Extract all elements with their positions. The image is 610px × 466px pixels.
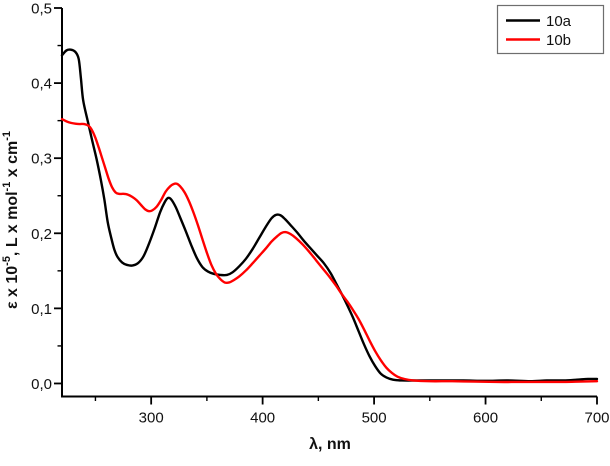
y-axis-title: ε x 10-5​, L x mol-1​ x cm-1​ <box>1 131 21 309</box>
x-tick-label: 400 <box>250 410 275 427</box>
y-tick-label: 0,5 <box>31 1 52 18</box>
legend: 10a 10b <box>496 4 605 55</box>
axes-layer: 0,0 0,1 0,2 0,3 0,4 0,5 300 400 500 600 700 <box>31 1 609 427</box>
legend-label-10b: 10b <box>546 32 571 49</box>
y-tick-label: 0,2 <box>31 226 52 243</box>
x-axis-title: λ, nm <box>309 436 351 453</box>
x-tick-label: 500 <box>362 410 387 427</box>
x-tick-label: 600 <box>473 410 498 427</box>
labels-layer: λ, nm ε x 10-5​, L x mol-1​ x cm-1​ <box>1 131 351 453</box>
series-line-10b <box>60 117 599 384</box>
x-tick-label: 700 <box>584 410 609 427</box>
y-tick-label: 0,3 <box>31 151 52 168</box>
y-tick-label: 0,4 <box>31 76 52 93</box>
legend-label-10a: 10a <box>546 13 572 30</box>
legend-box <box>496 4 605 55</box>
x-tick-label: 300 <box>139 410 164 427</box>
y-tick-label: 0,0 <box>31 376 52 393</box>
series-line-10a <box>60 48 599 383</box>
y-tick-label: 0,1 <box>31 301 52 318</box>
series-layer <box>60 48 599 384</box>
